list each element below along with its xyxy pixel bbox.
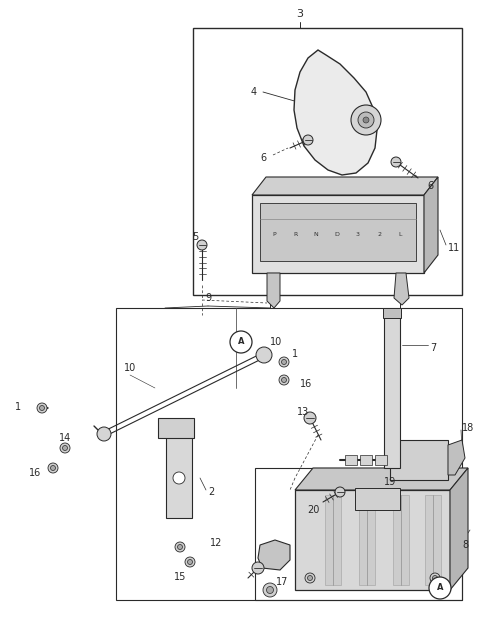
Text: 8: 8 <box>462 540 468 550</box>
Circle shape <box>351 105 381 135</box>
Text: 6: 6 <box>260 153 266 163</box>
Text: 17: 17 <box>276 577 288 587</box>
Bar <box>355 488 400 510</box>
Bar <box>325 495 341 585</box>
Circle shape <box>173 472 185 484</box>
Polygon shape <box>448 440 465 475</box>
Circle shape <box>263 583 277 597</box>
Circle shape <box>281 360 287 365</box>
Circle shape <box>391 157 401 167</box>
Text: D: D <box>335 232 339 237</box>
Bar <box>375 455 387 465</box>
Circle shape <box>188 560 192 565</box>
Text: 3: 3 <box>356 232 360 237</box>
Text: 10: 10 <box>124 363 136 373</box>
Bar <box>295 490 450 590</box>
Text: A: A <box>238 338 244 346</box>
Circle shape <box>175 542 185 552</box>
Bar <box>252 195 424 273</box>
Text: 13: 13 <box>297 407 309 417</box>
Text: A: A <box>437 584 443 593</box>
Polygon shape <box>267 273 280 308</box>
Text: 16: 16 <box>300 379 312 389</box>
Circle shape <box>358 112 374 128</box>
Polygon shape <box>294 50 377 175</box>
Text: 5: 5 <box>192 232 198 242</box>
Bar <box>384 315 400 468</box>
Circle shape <box>281 377 287 382</box>
Circle shape <box>335 487 345 497</box>
Text: P: P <box>272 232 276 237</box>
Bar <box>166 436 192 518</box>
Circle shape <box>97 427 111 441</box>
Circle shape <box>60 443 70 453</box>
Circle shape <box>430 573 440 583</box>
Polygon shape <box>258 540 290 570</box>
Bar <box>359 495 375 585</box>
Bar <box>425 495 441 585</box>
Bar <box>345 455 357 465</box>
Circle shape <box>303 135 313 145</box>
Text: 2: 2 <box>377 232 381 237</box>
Circle shape <box>432 575 437 581</box>
Circle shape <box>266 586 274 594</box>
Text: 2: 2 <box>208 487 214 497</box>
Circle shape <box>39 406 45 411</box>
Circle shape <box>62 445 68 451</box>
Text: 19: 19 <box>384 477 396 487</box>
Bar <box>260 203 416 261</box>
Text: 6: 6 <box>427 181 433 191</box>
Polygon shape <box>450 468 468 590</box>
Text: 16: 16 <box>29 468 41 478</box>
Text: R: R <box>293 232 297 237</box>
Text: 7: 7 <box>430 343 436 353</box>
Circle shape <box>48 463 58 473</box>
Circle shape <box>308 575 312 581</box>
Circle shape <box>178 545 182 550</box>
Circle shape <box>363 117 369 123</box>
Circle shape <box>279 375 289 385</box>
Bar <box>255 468 462 600</box>
Polygon shape <box>252 177 438 195</box>
Bar <box>383 308 401 318</box>
Bar <box>360 455 372 465</box>
Bar <box>393 495 409 585</box>
Text: 20: 20 <box>307 505 319 515</box>
Text: 14: 14 <box>59 433 71 443</box>
Circle shape <box>429 577 451 599</box>
Text: 15: 15 <box>174 572 186 582</box>
Polygon shape <box>424 177 438 273</box>
Bar <box>193 28 462 295</box>
Text: 12: 12 <box>210 538 222 548</box>
Bar <box>158 418 194 438</box>
Text: 4: 4 <box>251 87 257 97</box>
Circle shape <box>279 357 289 367</box>
Bar <box>390 440 448 480</box>
Circle shape <box>197 240 207 250</box>
Text: 1: 1 <box>292 349 298 359</box>
Text: 11: 11 <box>448 243 460 253</box>
Text: N: N <box>313 232 318 237</box>
Text: 1: 1 <box>15 402 21 412</box>
Circle shape <box>37 403 47 413</box>
Circle shape <box>50 466 56 471</box>
Circle shape <box>185 557 195 567</box>
Polygon shape <box>295 468 468 490</box>
Polygon shape <box>394 273 409 305</box>
Text: 10: 10 <box>270 337 282 347</box>
Text: L: L <box>398 232 402 237</box>
Text: 3: 3 <box>297 9 303 19</box>
Circle shape <box>252 562 264 574</box>
Circle shape <box>304 412 316 424</box>
Text: 18: 18 <box>462 423 474 433</box>
Circle shape <box>305 573 315 583</box>
Text: 9: 9 <box>205 293 211 303</box>
Bar <box>116 308 462 600</box>
Circle shape <box>256 347 272 363</box>
Circle shape <box>230 331 252 353</box>
